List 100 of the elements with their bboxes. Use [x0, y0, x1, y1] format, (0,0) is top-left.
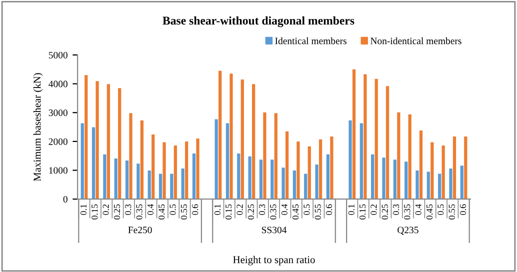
bar [162, 142, 166, 200]
x-tick-label: 0.55 [448, 204, 455, 220]
bar [408, 114, 412, 200]
bar [240, 79, 244, 200]
x-tick-label: 0.2 [370, 204, 377, 215]
x-tick-label: 0.4 [415, 204, 422, 215]
bar [382, 158, 386, 200]
bar [348, 120, 352, 200]
bar [181, 168, 184, 200]
x-tick-label: 0.3 [259, 204, 266, 215]
x-tick-label: 0.1 [80, 204, 87, 215]
x-tick-label: 0.5 [438, 204, 444, 215]
legend-label: Non-identical members [370, 37, 462, 44]
x-tick-label: 0.25 [114, 204, 120, 220]
bar [374, 78, 378, 200]
bar [285, 131, 289, 200]
bar [259, 160, 263, 200]
x-tick-label: 0.55 [180, 204, 188, 220]
chart-title: Base shear-without diagonal members [162, 16, 354, 28]
x-tick-label: 0.5 [170, 204, 176, 215]
bar [214, 119, 218, 200]
bar [464, 136, 468, 200]
x-tick-label: 0.2 [102, 204, 109, 215]
bar [442, 145, 445, 200]
bar [170, 174, 174, 200]
bar [452, 136, 456, 200]
bar [114, 158, 118, 200]
x-tick-label: 0.15 [359, 204, 366, 220]
x-tick-label: 0.25 [382, 204, 388, 220]
x-tick-label: 0.35 [136, 204, 142, 220]
bar [270, 160, 274, 200]
bar [152, 134, 155, 200]
y-axis-title: Maximum baseshear (kN) [33, 73, 43, 182]
text: SS304 [262, 226, 287, 234]
x-tick-label: 0.45 [426, 204, 433, 220]
x-tick-label: 0.15 [92, 204, 98, 220]
bar [103, 154, 106, 200]
x-tick-label: 0.15 [226, 204, 232, 220]
bar [226, 123, 230, 200]
x-tick-label: 0.3 [392, 204, 400, 215]
bar [352, 69, 356, 200]
x-tick-label: 0.55 [314, 204, 321, 220]
bar [84, 75, 88, 200]
bar [174, 145, 177, 200]
bar [282, 168, 285, 200]
legend-label: Identical members [275, 37, 347, 44]
x-tick-label: 0.6 [326, 204, 332, 215]
bar [196, 138, 200, 200]
x-tick-label: 0.35 [404, 204, 410, 220]
bar [308, 146, 311, 200]
bar [326, 154, 330, 200]
x-tick-label: 0.3 [125, 204, 132, 215]
x-tick-label: 0.1 [214, 204, 220, 215]
bar [397, 112, 400, 200]
bar [237, 154, 240, 200]
bar [386, 86, 390, 200]
bar [364, 74, 367, 200]
bar [248, 156, 252, 200]
bar [192, 154, 196, 200]
x-tick-label: 0.6 [192, 204, 198, 215]
bar [304, 174, 308, 200]
x-tick-label: 0.25 [248, 204, 254, 220]
bar [158, 174, 162, 200]
bar [292, 170, 296, 200]
x-tick-label: 0.4 [147, 204, 154, 215]
x-tick-label: 0.1 [348, 204, 354, 215]
y-tick-label: 2000 [48, 138, 68, 145]
bar [92, 127, 96, 200]
bar [125, 160, 129, 200]
y-tick-label: 1000 [49, 167, 68, 174]
bar [419, 130, 423, 200]
text: Fe250 [128, 226, 152, 234]
bar [136, 164, 140, 200]
bar [80, 123, 84, 200]
bar [263, 112, 266, 200]
bar [106, 84, 110, 200]
bar [185, 141, 188, 200]
y-tick-label: 3000 [48, 110, 68, 116]
x-tick-label: 0.35 [270, 204, 276, 220]
bar [296, 141, 300, 200]
bar [148, 170, 151, 200]
bar [218, 70, 222, 200]
x-axis-title: Height to span ratio [233, 256, 315, 266]
bar [360, 123, 363, 200]
bar [140, 120, 144, 200]
bar [330, 136, 334, 200]
bar [129, 113, 132, 200]
bar [460, 166, 464, 200]
y-tick-label: 4000 [48, 80, 68, 88]
text: Q235 [398, 226, 418, 235]
bar [430, 142, 434, 200]
bar [416, 170, 419, 200]
x-tick-label: 0.45 [292, 204, 299, 220]
bar [393, 160, 396, 200]
bar [274, 113, 278, 200]
x-tick-label: 0.4 [281, 204, 288, 215]
bar [426, 172, 430, 200]
bar [96, 81, 99, 200]
x-tick-label: 0.5 [304, 204, 310, 215]
bar [118, 88, 122, 200]
